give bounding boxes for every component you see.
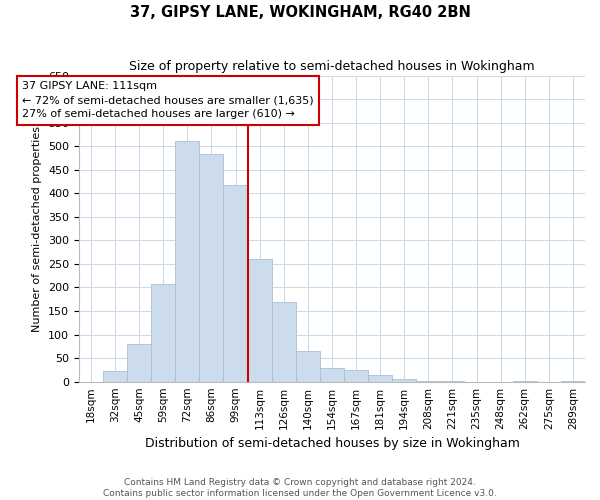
Text: 37, GIPSY LANE, WOKINGHAM, RG40 2BN: 37, GIPSY LANE, WOKINGHAM, RG40 2BN <box>130 5 470 20</box>
Title: Size of property relative to semi-detached houses in Wokingham: Size of property relative to semi-detach… <box>129 60 535 73</box>
Bar <box>416 380 440 382</box>
Bar <box>296 351 320 382</box>
Bar <box>512 380 537 382</box>
Bar <box>392 380 416 382</box>
Text: 37 GIPSY LANE: 111sqm
← 72% of semi-detached houses are smaller (1,635)
27% of s: 37 GIPSY LANE: 111sqm ← 72% of semi-deta… <box>22 81 314 119</box>
Bar <box>440 380 464 382</box>
Bar <box>151 284 175 382</box>
Bar <box>103 372 127 382</box>
Text: Contains HM Land Registry data © Crown copyright and database right 2024.
Contai: Contains HM Land Registry data © Crown c… <box>103 478 497 498</box>
Bar <box>199 154 223 382</box>
Bar <box>272 302 296 382</box>
Bar <box>175 142 199 382</box>
Bar <box>344 370 368 382</box>
Bar <box>127 344 151 382</box>
Bar <box>368 375 392 382</box>
Y-axis label: Number of semi-detached properties: Number of semi-detached properties <box>32 126 43 332</box>
Bar <box>320 368 344 382</box>
Bar <box>561 380 585 382</box>
X-axis label: Distribution of semi-detached houses by size in Wokingham: Distribution of semi-detached houses by … <box>145 437 520 450</box>
Bar <box>248 259 272 382</box>
Bar <box>223 185 248 382</box>
